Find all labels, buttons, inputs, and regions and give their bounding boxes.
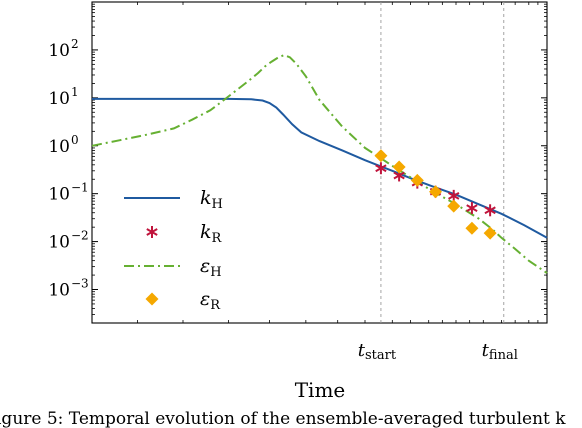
marker-stroke — [393, 171, 405, 180]
legend-label-sub: H — [212, 197, 223, 212]
series-markers-εR — [374, 149, 497, 240]
marker-stroke — [375, 164, 387, 173]
y-tick-marks — [92, 49, 547, 291]
data-point — [392, 160, 406, 174]
legend-item: εH — [124, 255, 222, 280]
y-tick-label: 10−3 — [48, 277, 88, 301]
marker-stroke — [448, 191, 460, 200]
y-tick-label: 100 — [48, 133, 78, 157]
reference-line-labels: tstart tfinal — [358, 340, 518, 363]
data-point — [447, 199, 461, 213]
y-tick-label: 101 — [48, 85, 78, 109]
y-tick-label-exp: 2 — [71, 37, 79, 51]
data-point — [484, 204, 496, 217]
y-tick-label: 102 — [48, 37, 78, 61]
series-line-εH — [91, 54, 548, 274]
marker-stroke — [146, 228, 158, 236]
legend-item: kH — [124, 187, 223, 212]
y-tick-label-exp: −2 — [71, 229, 89, 243]
series-line-kH — [92, 97, 548, 239]
legend-item: kR — [146, 221, 223, 246]
reference-line-label-sub: start — [365, 348, 397, 363]
minor-ticks — [92, 2, 547, 323]
data-point — [374, 149, 388, 163]
y-tick-label-exp: −3 — [71, 277, 89, 291]
y-tick-label-exp: 1 — [71, 85, 79, 99]
marker-stroke — [484, 206, 496, 215]
legend-item: εR — [145, 288, 221, 313]
legend-marker — [145, 292, 159, 306]
reference-line-label-sub: final — [489, 348, 518, 363]
legend-label-sub: H — [210, 265, 221, 280]
legend-label: εR — [200, 288, 221, 313]
y-tick-label: 10−1 — [48, 181, 88, 205]
series-layer — [91, 54, 548, 274]
legend-label: εH — [200, 255, 222, 280]
data-point — [375, 162, 387, 175]
legend-label-sub: R — [210, 298, 221, 313]
data-point — [483, 226, 497, 240]
figure-caption: igure 5: Temporal evolution of the ensem… — [0, 409, 566, 428]
reference-line-label: tfinal — [482, 340, 518, 363]
y-tick-label-exp: 0 — [71, 133, 79, 147]
y-tick-label-exp: −1 — [71, 181, 89, 195]
legend-label-sub: R — [212, 231, 223, 246]
legend: kH kR εH εR — [124, 187, 223, 313]
data-point — [465, 221, 479, 235]
reference-line-label: tstart — [358, 340, 397, 363]
legend-label: kR — [200, 221, 223, 246]
y-tick-label: 10−2 — [48, 229, 88, 253]
data-point — [410, 173, 424, 187]
x-axis-title: Time — [295, 378, 346, 402]
plot-frame — [91, 1, 548, 324]
data-point — [466, 202, 478, 215]
data-point — [429, 185, 443, 199]
marker-stroke — [466, 204, 478, 212]
legend-marker — [146, 226, 158, 238]
legend-label: kH — [200, 187, 223, 212]
